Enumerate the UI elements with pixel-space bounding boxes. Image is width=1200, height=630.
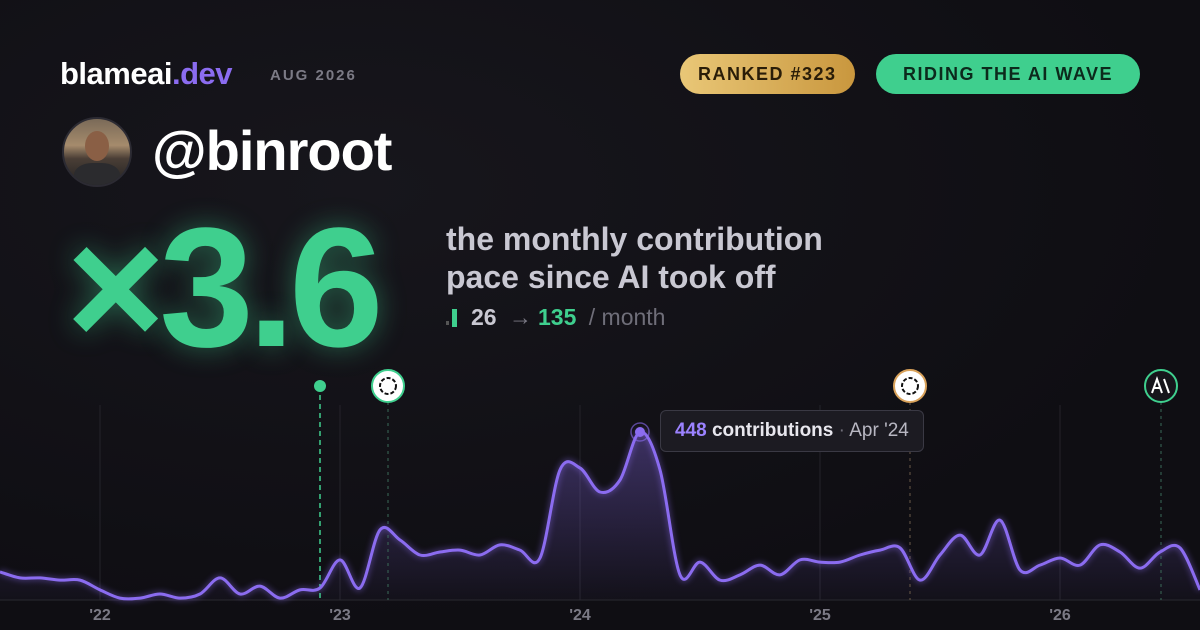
pace-after: 135 xyxy=(537,304,577,330)
avatar xyxy=(62,117,132,187)
x-tick-label: '23 xyxy=(329,607,351,624)
x-tick-label: '22 xyxy=(89,607,111,624)
tooltip-label: contributions xyxy=(711,420,834,441)
headline-line: pace since AI took off xyxy=(446,259,776,295)
event-icon xyxy=(1144,369,1178,403)
handle: @binroot xyxy=(152,119,392,182)
event-icon xyxy=(893,369,927,403)
tooltip-date: Apr '24 xyxy=(849,420,909,441)
mini-bar xyxy=(446,321,449,325)
pace-unit: / month xyxy=(588,304,666,330)
status-badge: RIDING THE AI WAVE xyxy=(876,54,1140,94)
event-icon-glyph xyxy=(901,377,919,395)
x-tick-label: '24 xyxy=(569,607,591,624)
x-tick-label: '25 xyxy=(809,607,831,624)
headline-line: the monthly contribution xyxy=(446,221,823,257)
line xyxy=(0,430,1200,601)
headline-text: the monthly contribution pace since AI t… xyxy=(446,220,823,296)
tooltip: 448 contributions · Apr '24 xyxy=(660,410,924,452)
pace-arrow: → xyxy=(508,304,532,330)
pace: 26 → 135 / month xyxy=(446,304,665,331)
brand: blameai.dev xyxy=(60,56,232,92)
peak-point xyxy=(635,427,645,437)
rank-badge: RANKED #323 xyxy=(680,54,855,94)
event-icon-glyph xyxy=(1151,376,1170,394)
event-icon-glyph xyxy=(379,377,397,395)
tooltip-value: 448 xyxy=(675,420,707,441)
brand-tld: .dev xyxy=(171,56,233,91)
mini-bar xyxy=(452,309,457,327)
area xyxy=(0,431,1200,600)
event-icon xyxy=(371,369,405,403)
brand-name: blameai xyxy=(60,56,172,91)
pace-before: 26 xyxy=(471,304,497,330)
event-dot xyxy=(314,380,326,392)
multiplier: ×3.6 xyxy=(66,193,384,383)
x-tick-label: '26 xyxy=(1049,607,1071,624)
period: AUG 2026 xyxy=(270,67,357,84)
peak-ring xyxy=(630,422,650,442)
